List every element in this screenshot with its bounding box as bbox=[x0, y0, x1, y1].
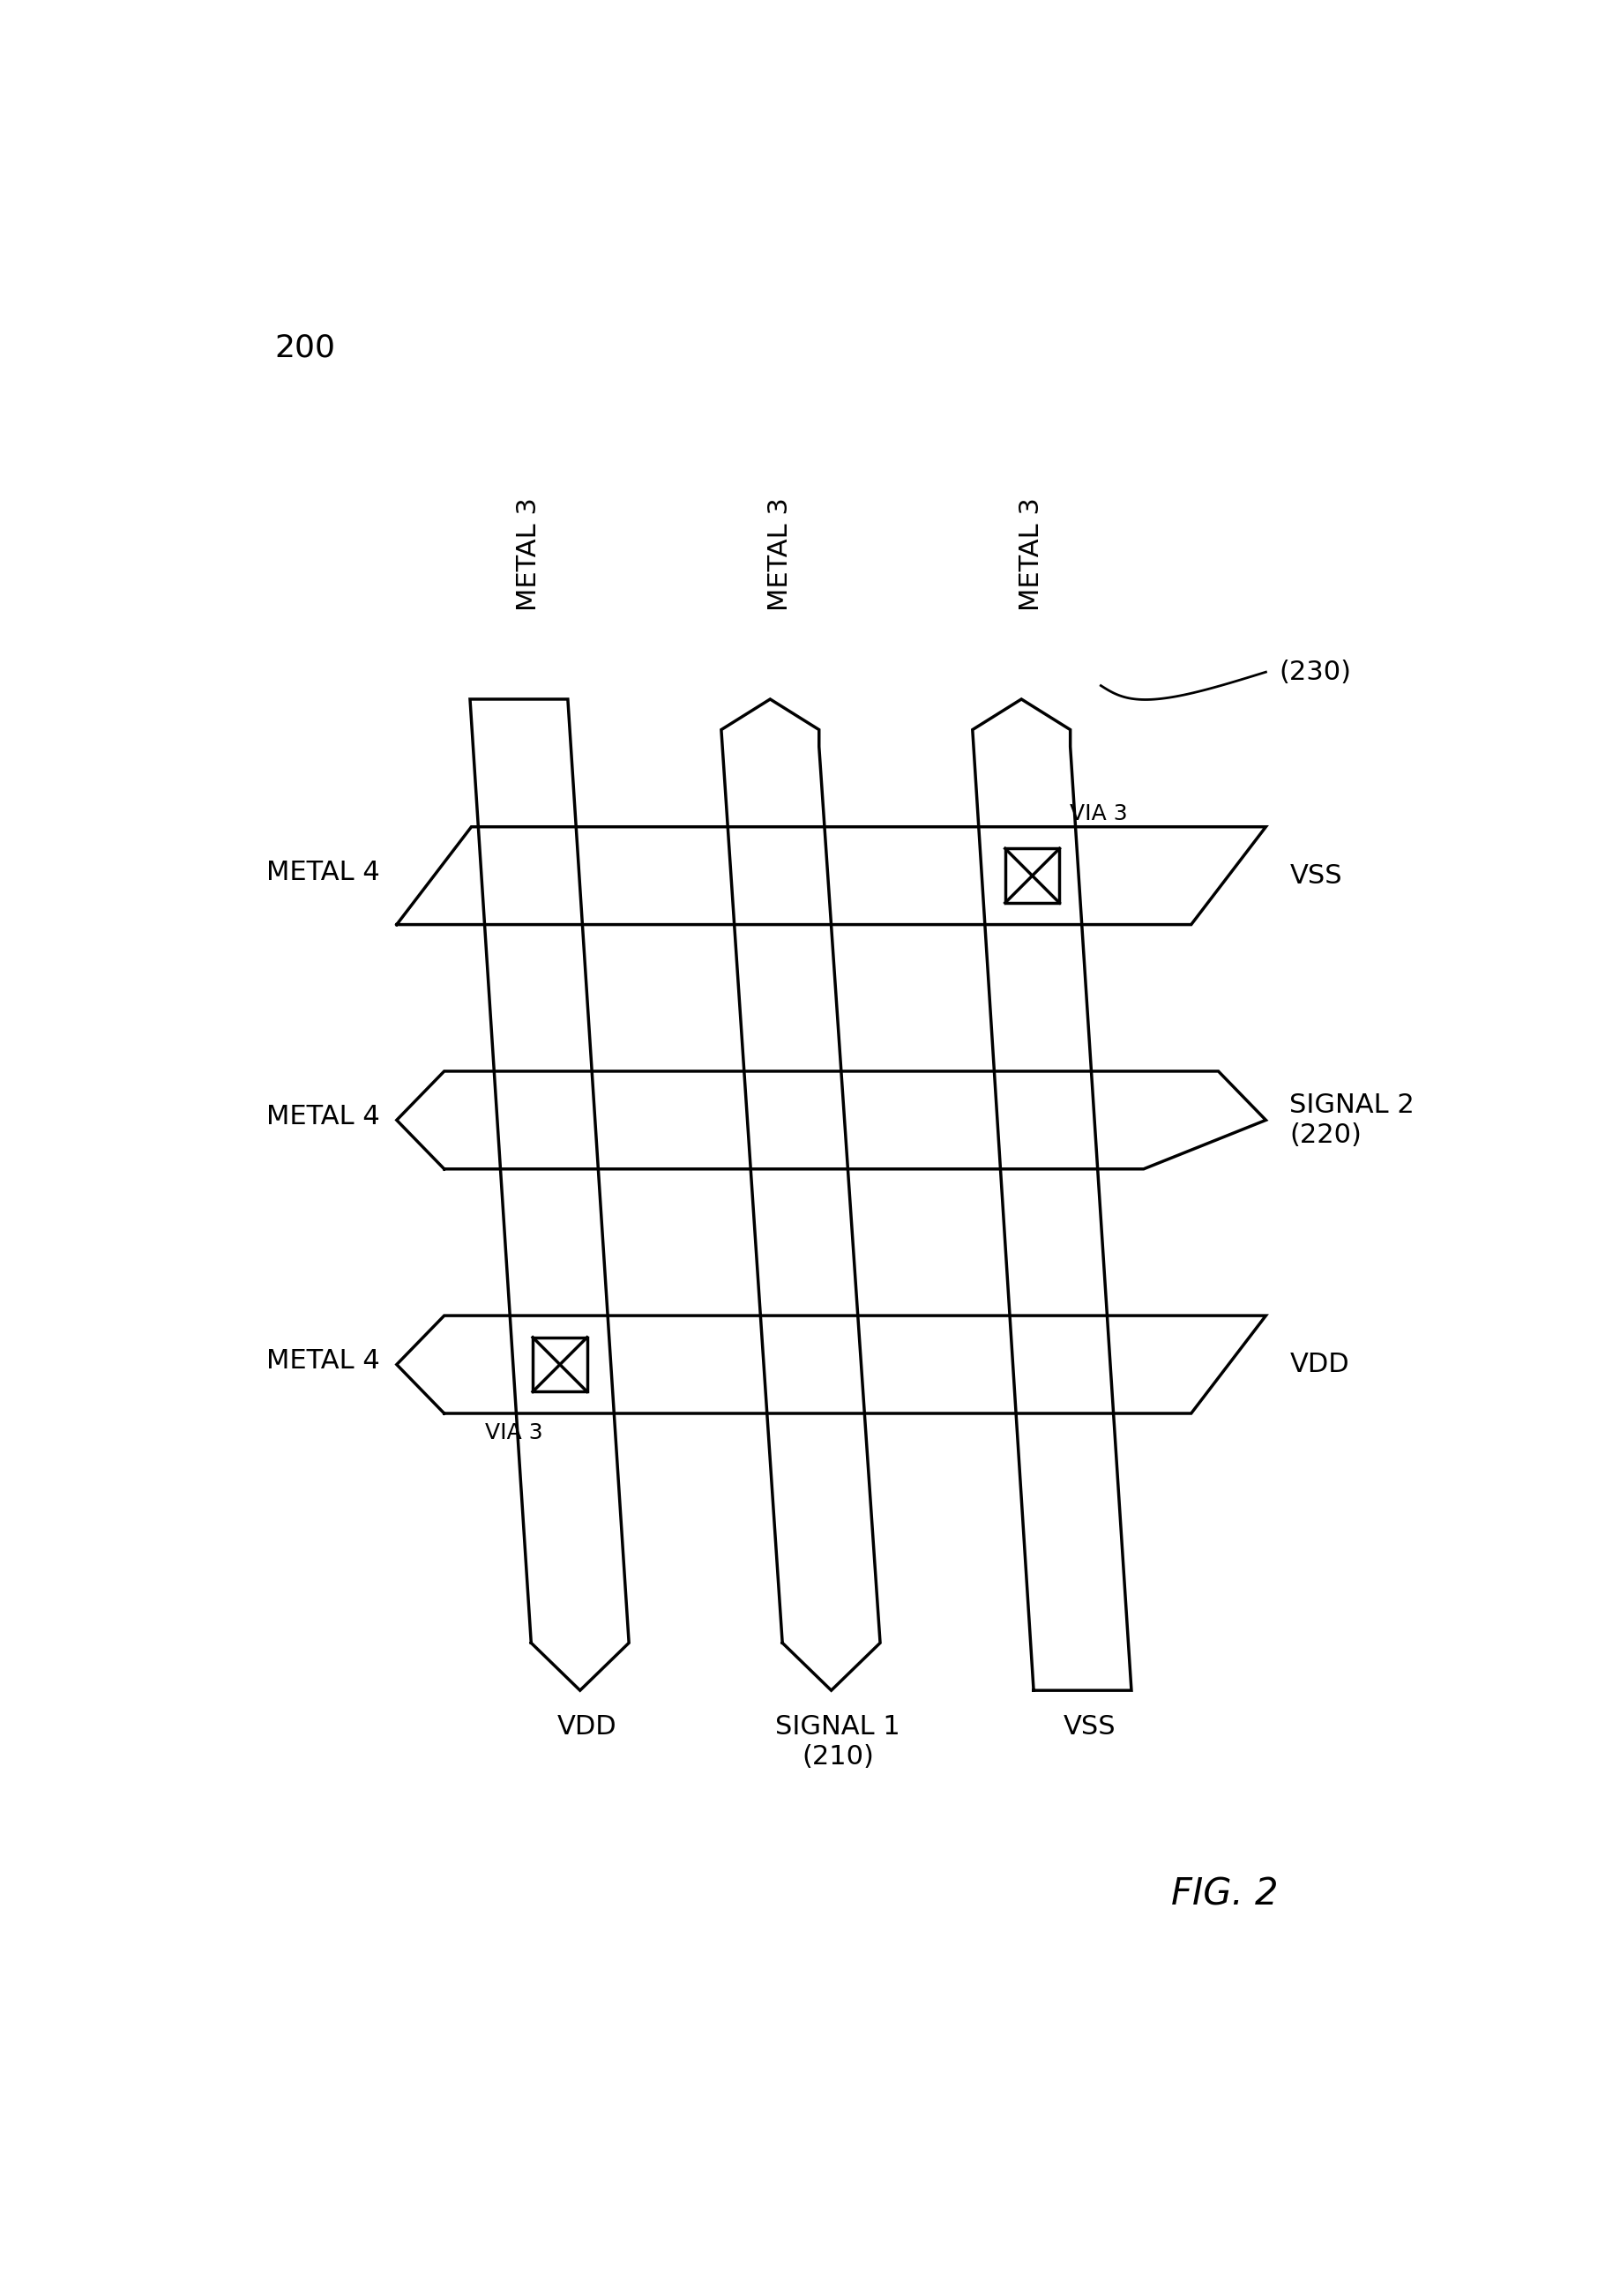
Text: VIA 3: VIA 3 bbox=[486, 1421, 543, 1444]
Polygon shape bbox=[397, 827, 1265, 925]
Polygon shape bbox=[470, 700, 629, 1690]
Text: METAL 3: METAL 3 bbox=[1019, 498, 1045, 611]
Text: METAL 4: METAL 4 bbox=[266, 1348, 379, 1373]
Text: METAL 4: METAL 4 bbox=[266, 1104, 379, 1130]
Text: VSS: VSS bbox=[1063, 1715, 1116, 1740]
Polygon shape bbox=[1004, 850, 1059, 902]
Polygon shape bbox=[397, 1316, 1265, 1414]
Text: VDD: VDD bbox=[1290, 1352, 1349, 1378]
Text: FIG. 2: FIG. 2 bbox=[1171, 1876, 1278, 1913]
Text: SIGNAL 2
(220): SIGNAL 2 (220) bbox=[1290, 1093, 1414, 1148]
Text: VDD: VDD bbox=[557, 1715, 617, 1740]
Polygon shape bbox=[721, 700, 880, 1690]
Polygon shape bbox=[533, 1336, 586, 1391]
Polygon shape bbox=[397, 1072, 1265, 1169]
Polygon shape bbox=[972, 700, 1131, 1690]
Text: SIGNAL 1
(210): SIGNAL 1 (210) bbox=[776, 1715, 901, 1770]
Text: METAL 3: METAL 3 bbox=[768, 498, 794, 611]
Text: VIA 3: VIA 3 bbox=[1069, 804, 1128, 824]
Text: METAL 3: METAL 3 bbox=[517, 498, 541, 611]
Text: (230): (230) bbox=[1280, 659, 1351, 684]
Text: 200: 200 bbox=[274, 333, 335, 363]
Text: VSS: VSS bbox=[1290, 863, 1343, 889]
Text: METAL 4: METAL 4 bbox=[266, 859, 379, 884]
